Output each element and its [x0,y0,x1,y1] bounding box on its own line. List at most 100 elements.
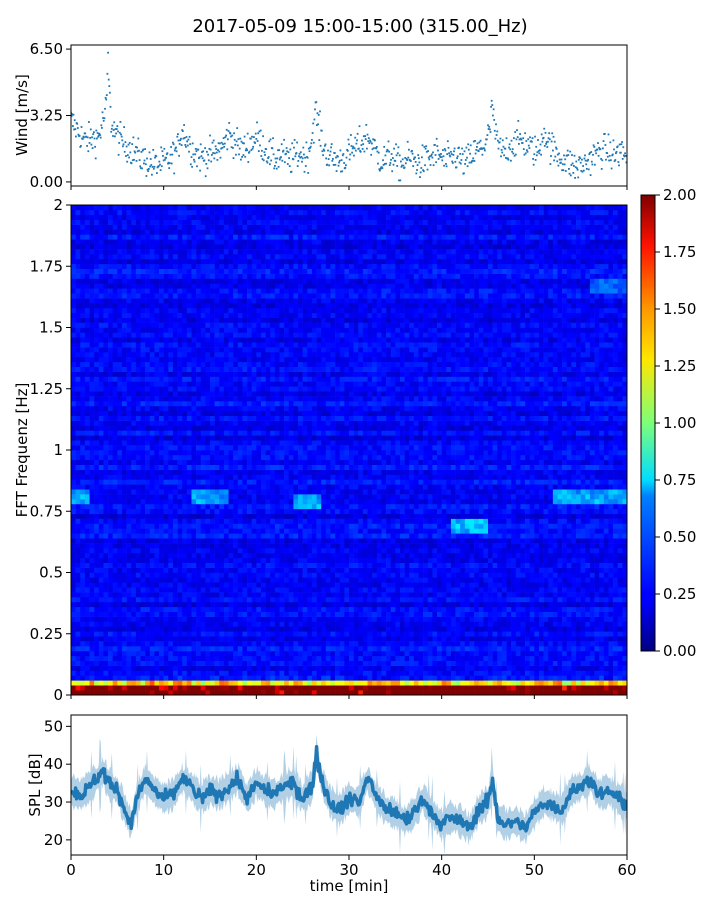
spectrogram-cell [372,636,378,642]
wind-point [487,128,490,130]
wind-point [401,158,404,161]
spectrogram-cell [543,533,549,539]
spectrogram-cell [464,641,470,647]
spectrogram-cell [362,646,368,652]
spectrogram-cell [548,582,554,588]
wind-point [368,142,371,144]
spectrogram-cell [311,548,317,554]
spectrogram-cell [488,572,493,578]
spectrogram-cell [441,650,447,657]
spectrogram-cell [372,680,378,686]
spectrogram-cell [349,577,354,583]
spectrogram-cell [177,631,183,637]
spectrogram-cell [159,675,164,681]
spectrogram-cell [349,621,354,627]
spectrogram-cell [316,660,322,666]
spectrogram-cell [75,655,81,661]
spectrogram-cell [534,552,540,559]
wind-point [340,159,343,161]
spectrogram-cell [325,655,331,661]
spectrogram-cell [121,572,127,578]
spectrogram-cell [307,548,313,554]
spectrogram-cell [515,601,521,608]
spectrogram-cell [589,636,595,642]
spectrogram-cell [571,660,577,666]
spectrogram-cell [196,611,202,617]
wind-point [231,134,234,137]
spectrogram-cell [288,577,294,583]
wind-point [613,148,615,151]
spectrogram-cell [256,655,262,661]
spectrogram-cell [117,675,123,681]
spectrogram-cell [89,631,95,637]
spectrogram-cell [520,690,526,696]
spectrogram-cell [552,597,558,603]
wind-point [532,163,535,166]
spectrogram-cell [511,611,517,617]
spectrogram-cell [200,582,206,588]
wind-point [406,159,408,161]
spectrogram-cell [488,655,493,661]
spectrogram-cell [576,616,581,622]
spectrogram-cell [298,690,303,696]
spectrogram-cell [576,562,581,568]
wind-point [151,166,154,168]
spectrogram-cell [437,636,442,642]
spectrogram-cell [279,690,285,696]
spectrogram-cell [233,582,239,588]
spectrogram-cell [302,533,308,539]
wind-point [553,140,556,143]
spectrogram-cell [372,577,378,583]
spectrogram-cell [358,665,364,671]
spectrogram-cell [552,587,558,593]
spectrogram-cell [311,680,317,686]
wind-point [280,156,282,158]
spectrogram-cell [233,621,239,627]
spectrogram-cell [200,636,206,642]
wind-point [214,145,217,148]
wind-point [262,135,264,138]
spectrogram-cell [455,655,461,661]
spectrogram-cell [316,611,322,617]
spectrogram-cell [270,665,276,671]
spectrogram-cell [126,548,132,554]
wind-point [469,144,472,147]
spectrogram-cell [534,680,540,686]
spectrogram-cell [437,597,442,603]
wind-point [414,161,417,163]
wind-point [275,167,278,170]
spectrogram-cell [474,592,480,598]
spectrogram-cell [589,552,595,559]
spectrogram-cell [279,562,285,568]
spectrogram-cell [108,597,113,603]
spectrogram-cell [251,611,257,617]
spectrogram-cell [441,680,447,686]
wind-point [189,163,192,166]
spectrogram-cell [376,685,382,691]
spectrogram-cell [311,646,317,652]
spectrogram-cell [270,587,276,593]
spectrogram-cell [223,675,229,681]
spectrogram-cell [298,592,303,598]
spectrogram-cell [427,606,433,612]
spectrogram-cell [404,543,410,549]
spectrogram-cell [205,528,211,534]
spectrogram-cell [108,562,113,568]
spectrogram-cell [423,597,429,603]
spectrogram-cell [492,592,498,598]
spectrogram-cell [511,626,517,632]
wind-point [435,161,437,164]
wind-point [321,150,324,153]
spectrogram-cell [376,655,382,661]
wind-point [340,170,342,173]
spectrogram-cell [89,626,95,632]
wind-point [319,144,322,147]
wind-point [536,151,539,154]
spectrogram-cell [237,567,243,573]
spectrogram-cell [599,660,605,666]
spectrogram-cell [386,587,391,593]
spectrogram-cell [117,587,123,593]
spectrogram-cell [367,597,373,603]
spectrogram-cell [529,543,535,549]
spectrogram-cell [460,626,466,632]
